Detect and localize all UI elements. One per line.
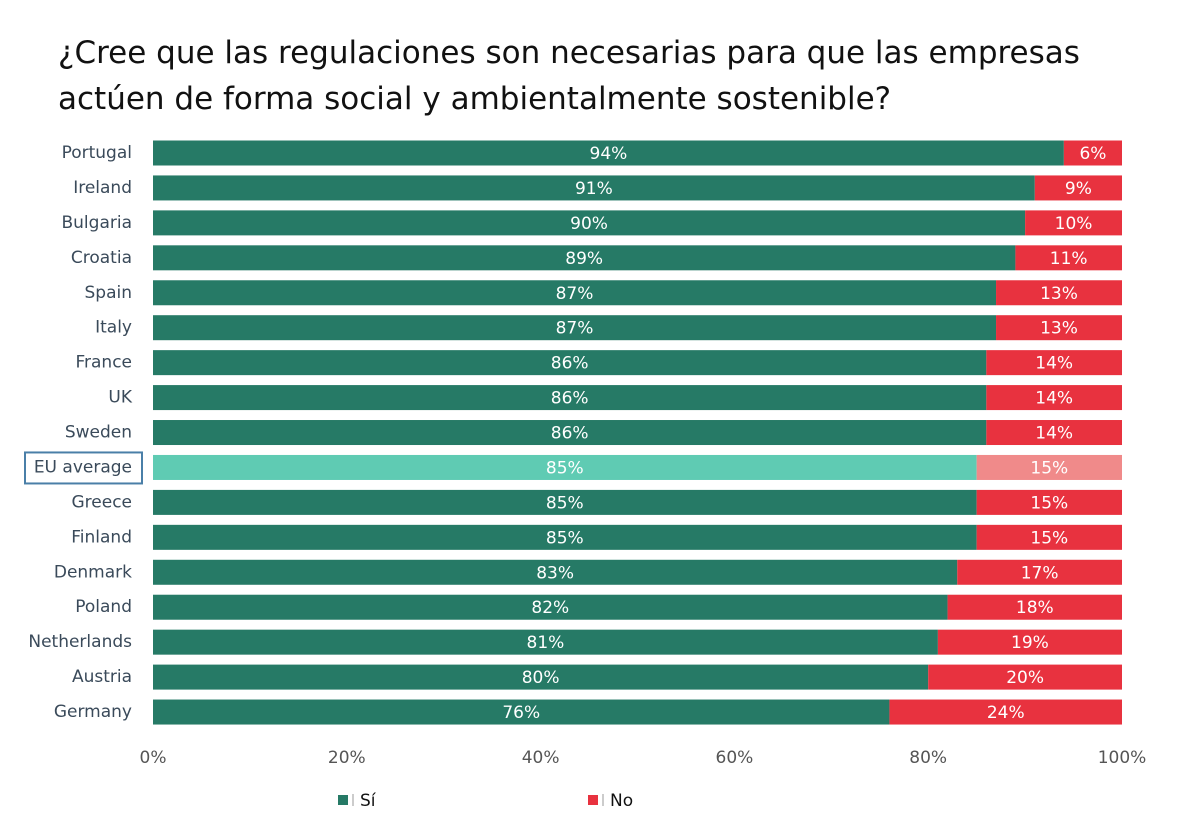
bar-segment	[957, 559, 1122, 585]
bar-segment	[153, 420, 987, 446]
bar-segment	[153, 350, 987, 376]
bar-segment	[153, 664, 929, 690]
value-label: 86%	[551, 389, 589, 409]
value-label: 91%	[575, 179, 613, 199]
bar-segment	[986, 385, 1122, 411]
bar-segment	[153, 210, 1026, 236]
y-tick-label: Greece	[71, 492, 132, 512]
y-tick-label: Spain	[85, 283, 133, 303]
value-label: 6%	[1079, 144, 1106, 164]
bar-segment	[153, 245, 1016, 271]
value-label: 11%	[1050, 249, 1088, 269]
bar-segment	[153, 594, 948, 620]
bar-segment	[153, 559, 958, 585]
value-label: 15%	[1030, 458, 1068, 478]
value-label: 87%	[556, 319, 594, 339]
bar-segment	[153, 524, 977, 550]
value-label: 76%	[502, 703, 540, 723]
value-label: 81%	[527, 633, 565, 653]
value-label: 18%	[1016, 598, 1054, 618]
bar-segment	[153, 699, 890, 725]
value-label: 17%	[1021, 563, 1059, 583]
value-label: 14%	[1035, 389, 1073, 409]
y-tick-label: Germany	[54, 702, 132, 722]
value-label: 13%	[1040, 284, 1078, 304]
y-tick-label: Croatia	[71, 248, 132, 268]
value-label: 19%	[1011, 633, 1049, 653]
value-label: 13%	[1040, 319, 1078, 339]
value-label: 89%	[565, 249, 603, 269]
legend-label: No	[610, 791, 633, 811]
bar-segment	[986, 350, 1122, 376]
bar-segment	[1063, 140, 1122, 166]
bar-segment	[153, 175, 1035, 201]
legend-swatch	[338, 795, 348, 805]
bar-segment	[1015, 245, 1122, 271]
bar-segment	[976, 454, 1122, 480]
highlight-box	[24, 451, 143, 485]
value-label: 14%	[1035, 354, 1073, 374]
bar-segment	[1034, 175, 1122, 201]
value-label: 86%	[551, 424, 589, 444]
y-tick-label: Ireland	[73, 178, 132, 198]
bar-segment	[153, 454, 977, 480]
x-tick-label: 0%	[140, 748, 167, 768]
bar-segment	[996, 315, 1122, 341]
legend-label: Sí	[360, 791, 377, 811]
value-label: 85%	[546, 493, 584, 513]
x-tick-label: 40%	[522, 748, 560, 768]
bar-segment	[1025, 210, 1122, 236]
value-label: 20%	[1006, 668, 1044, 688]
bar-segment	[153, 489, 977, 515]
chart-title: ¿Cree que las regulaciones son necesaria…	[58, 35, 1080, 117]
value-label: 85%	[546, 458, 584, 478]
bar-segment	[928, 664, 1122, 690]
bar-segment	[986, 420, 1122, 446]
bar-segment	[153, 315, 997, 341]
value-label: 82%	[531, 598, 569, 618]
bar-segment	[976, 524, 1122, 550]
y-tick-label: Poland	[75, 597, 132, 617]
value-label: 86%	[551, 354, 589, 374]
y-tick-label: EU average	[34, 457, 132, 477]
bar-segment	[153, 140, 1064, 166]
value-label: 9%	[1065, 179, 1092, 199]
bar-segment	[937, 629, 1122, 655]
value-label: 83%	[536, 563, 574, 583]
y-tick-label: France	[75, 353, 132, 373]
value-label: 85%	[546, 528, 584, 548]
bar-segment	[947, 594, 1122, 620]
x-tick-label: 80%	[909, 748, 947, 768]
y-tick-label: Netherlands	[28, 632, 132, 652]
y-tick-label: Denmark	[54, 562, 132, 582]
value-label: 15%	[1030, 528, 1068, 548]
legend-swatch	[588, 795, 598, 805]
bar-segment	[889, 699, 1122, 725]
bar-segment	[153, 629, 938, 655]
value-label: 24%	[987, 703, 1025, 723]
value-label: 10%	[1055, 214, 1093, 234]
value-label: 14%	[1035, 424, 1073, 444]
y-tick-label: Italy	[95, 318, 132, 338]
bar-segment	[996, 280, 1122, 306]
bar-segment	[976, 489, 1122, 515]
y-tick-label: UK	[108, 388, 132, 408]
y-tick-label: Austria	[72, 667, 132, 687]
value-label: 15%	[1030, 493, 1068, 513]
bar-segment	[153, 280, 997, 306]
x-tick-label: 60%	[716, 748, 754, 768]
y-tick-label: Sweden	[65, 423, 132, 443]
y-tick-label: Finland	[71, 527, 132, 547]
x-tick-label: 20%	[328, 748, 366, 768]
value-label: 90%	[570, 214, 608, 234]
value-label: 87%	[556, 284, 594, 304]
value-label: 94%	[590, 144, 628, 164]
y-tick-label: Bulgaria	[62, 213, 133, 233]
y-tick-label: Portugal	[62, 143, 132, 163]
x-tick-label: 100%	[1098, 748, 1147, 768]
bar-segment	[153, 385, 987, 411]
value-label: 80%	[522, 668, 560, 688]
